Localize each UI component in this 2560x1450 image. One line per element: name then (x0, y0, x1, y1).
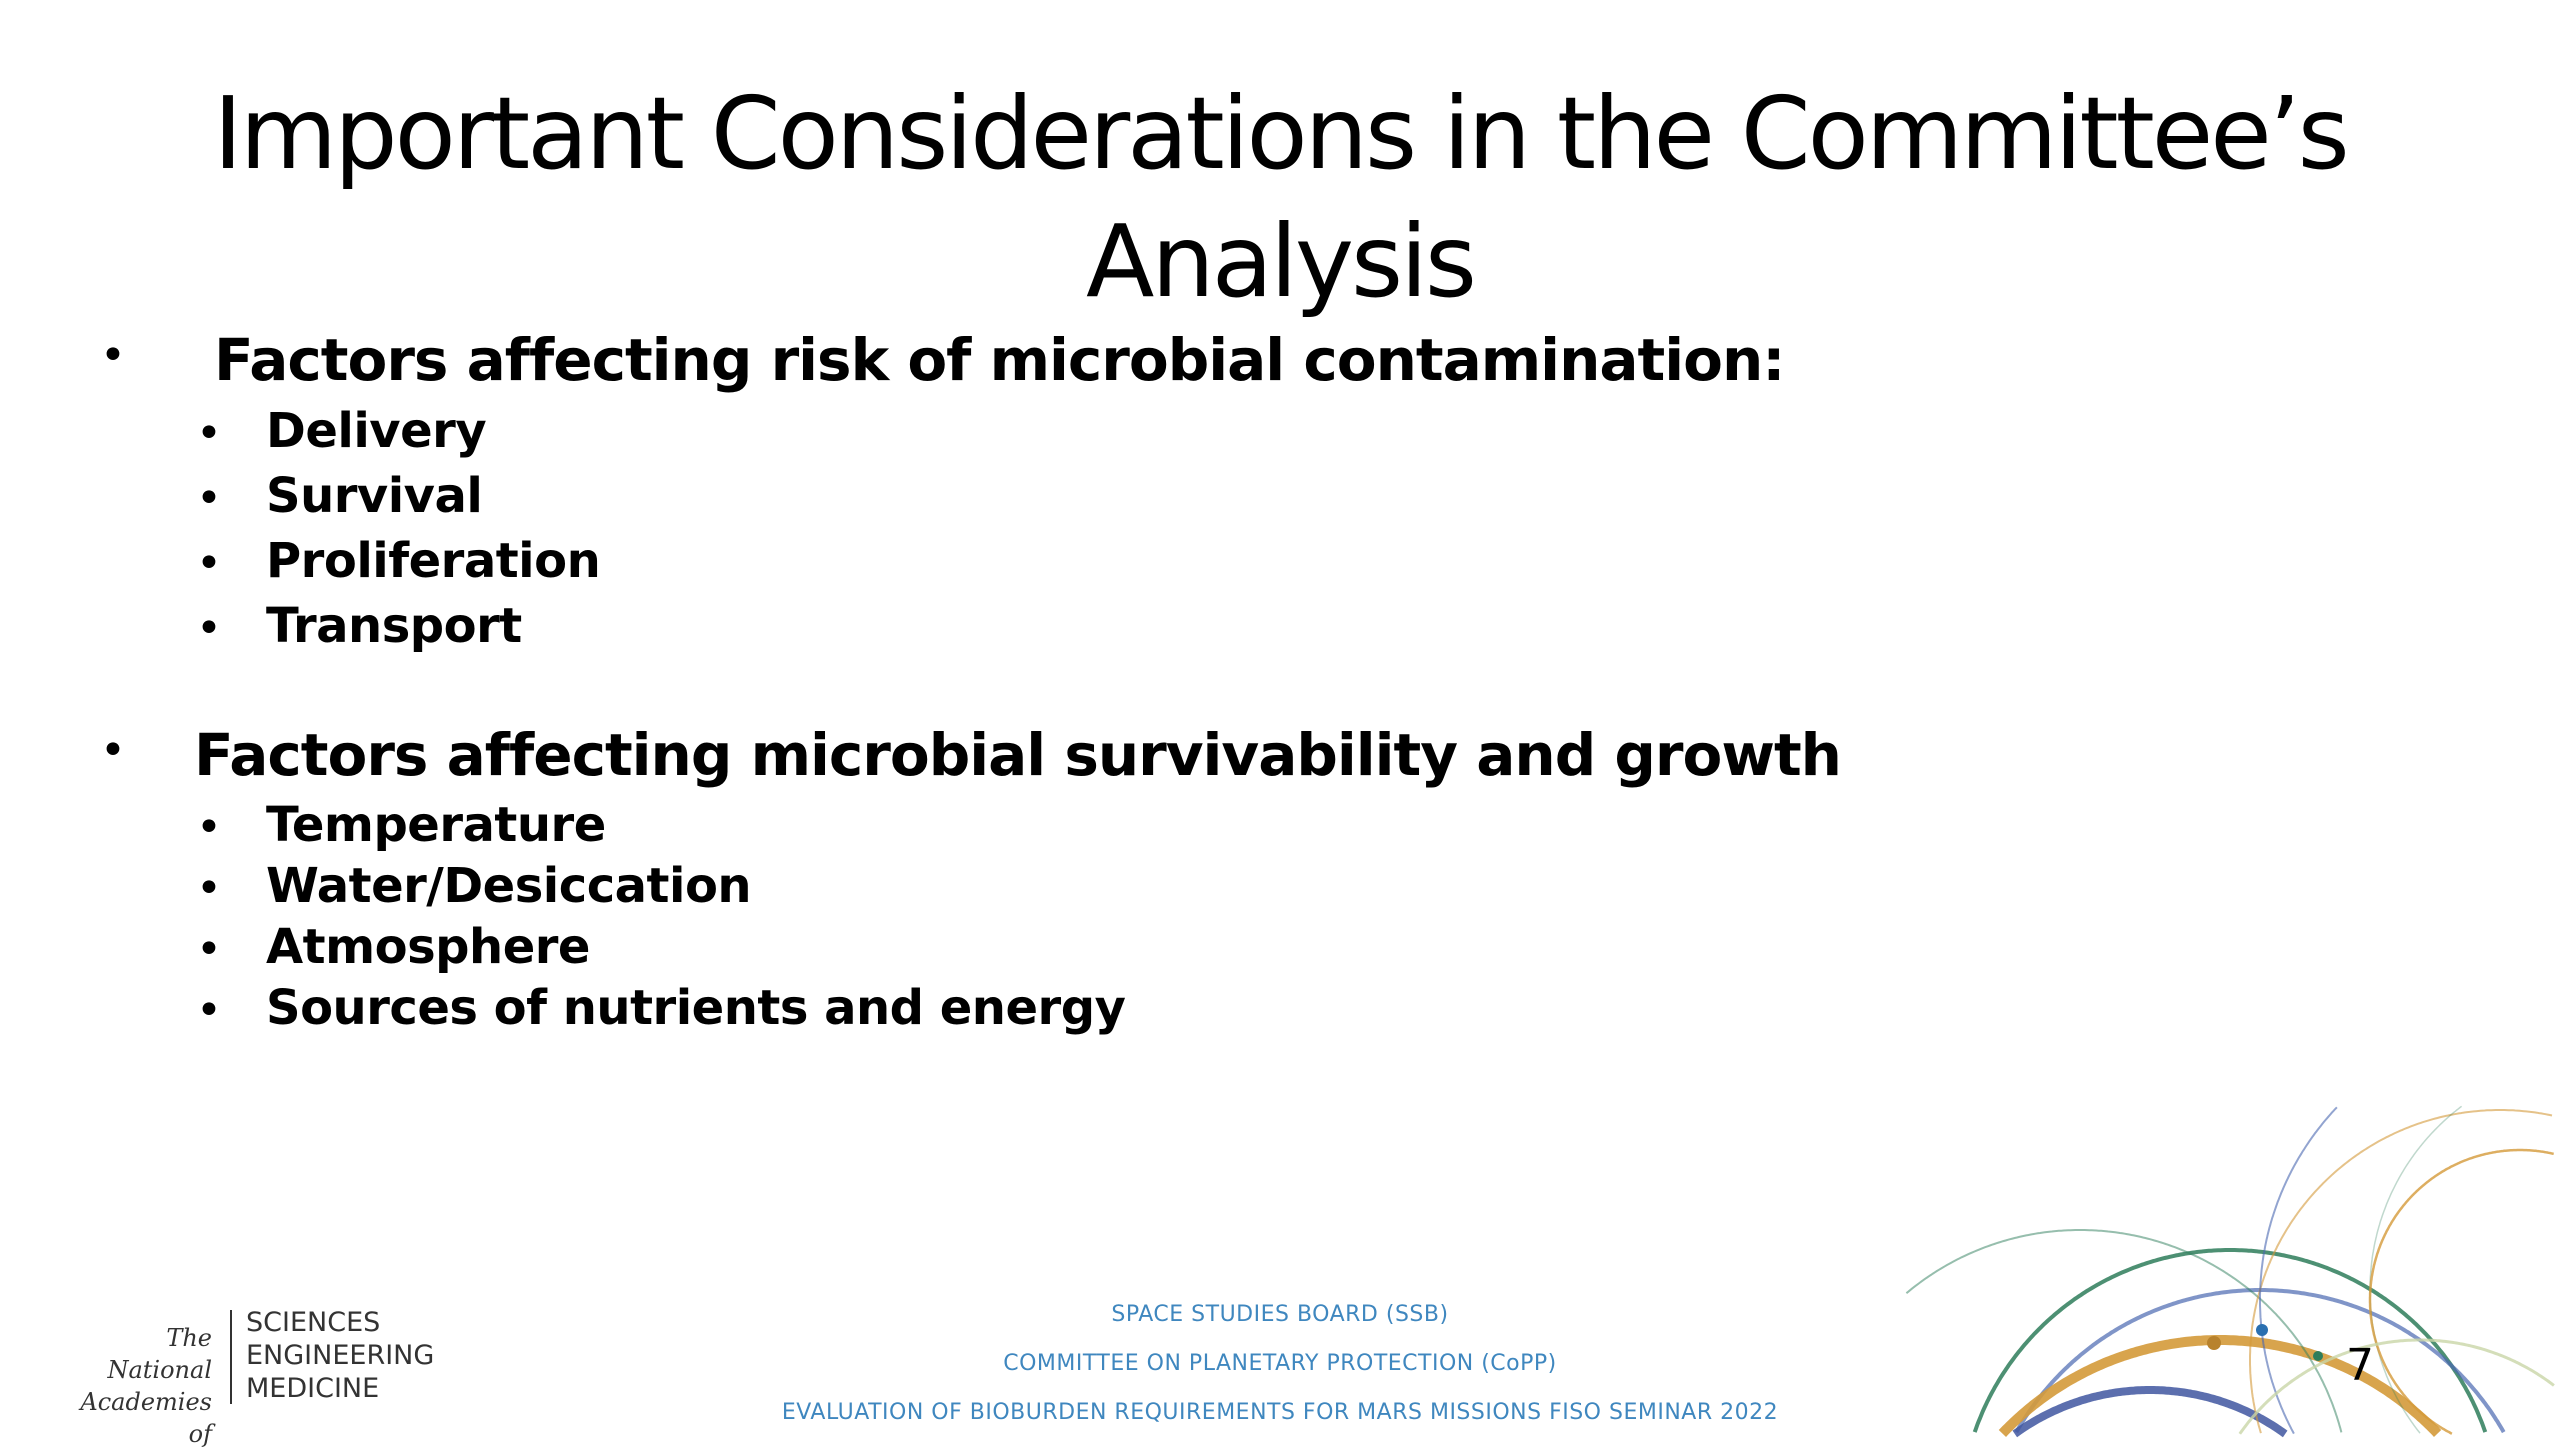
title-line-1: Important Considerations in the Committe… (213, 75, 2349, 192)
bullet-icon: • (100, 330, 126, 381)
logo-left-text: The National Academies of (72, 1322, 212, 1450)
footer-committee: COMMITTEE ON PLANETARY PROTECTION (CoPP) (1003, 1351, 1557, 1376)
bullet-icon: • (100, 725, 126, 776)
section-heading: Factors affecting microbial survivabilit… (194, 721, 1842, 789)
list-item: Sources of nutrients and energy (266, 980, 1126, 1036)
logo-text: MEDICINE (246, 1373, 380, 1404)
list-item: Transport (266, 598, 522, 654)
footer-board: SPACE STUDIES BOARD (SSB) (1111, 1302, 1449, 1327)
logo-divider (230, 1310, 232, 1404)
bullet-icon: • (196, 924, 222, 975)
section-heading: Factors affecting risk of microbial cont… (214, 326, 1785, 394)
bullet-icon: • (196, 408, 222, 459)
footer-event: EVALUATION OF BIOBURDEN REQUIREMENTS FOR… (781, 1400, 1779, 1425)
list-item: Water/Desiccation (266, 858, 752, 914)
arc-node (2313, 1351, 2323, 1361)
logo-text: ENGINEERING (246, 1340, 435, 1371)
list-item: Temperature (266, 797, 606, 853)
arc (1972, 1248, 2488, 1433)
arc (2368, 1148, 2554, 1435)
bullet-icon: • (196, 603, 222, 654)
bullet-icon: • (196, 863, 222, 914)
list-item: Survival (266, 468, 483, 524)
slide-title: Important Considerations in the Committe… (0, 70, 2560, 326)
arc (2259, 1106, 2338, 1435)
logo-text: The National (107, 1324, 212, 1384)
arc-node (2207, 1336, 2221, 1350)
title-line-2: Analysis (1085, 203, 1477, 320)
arc (2369, 1105, 2463, 1434)
arc-node (2256, 1324, 2268, 1336)
list-item: Atmosphere (266, 919, 590, 975)
list-item: Proliferation (266, 533, 601, 589)
bullet-icon: • (196, 802, 222, 853)
arc (2238, 1338, 2555, 1435)
decorative-arcs (1905, 1105, 2555, 1438)
logo-text: SCIENCES (246, 1307, 381, 1338)
list-item: Delivery (266, 403, 487, 459)
logo-right-text: SCIENCES ENGINEERING MEDICINE (246, 1306, 434, 1405)
arc (2012, 1386, 2288, 1438)
bullet-icon: • (196, 473, 222, 524)
arc (1905, 1229, 2343, 1433)
bullet-icon: • (196, 985, 222, 1036)
bullet-icon: • (196, 538, 222, 589)
arc (2249, 1109, 2553, 1434)
page-number: 7 (2346, 1340, 2374, 1391)
